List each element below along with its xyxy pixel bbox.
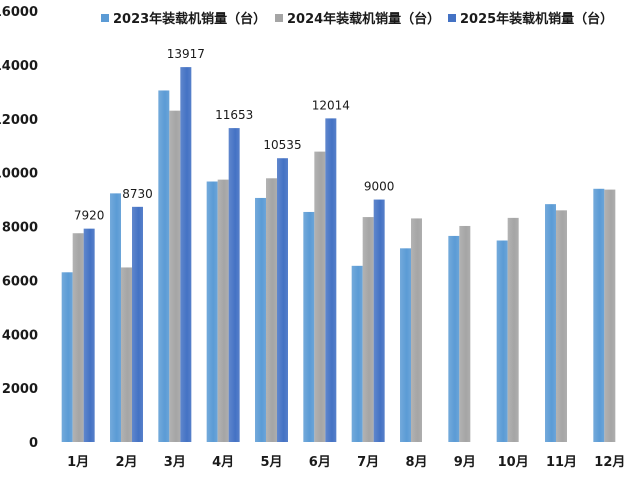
- bar-2025年装载机销量（台）-7月: [373, 199, 385, 442]
- y-tick-label: 4000: [2, 328, 38, 343]
- data-labels: 7920 8730 13917 11653 10535 12014 9000: [74, 47, 395, 223]
- bar-2023年装载机销量（台）-7月: [351, 265, 363, 442]
- bar-2024年装载机销量（台）-4月: [217, 179, 229, 442]
- data-label: 8730: [122, 187, 153, 201]
- x-tick-label: 2月: [115, 455, 137, 470]
- bar-2023年装载机销量（台）-11月: [545, 204, 556, 442]
- data-label: 11653: [215, 108, 253, 122]
- y-tick-label: 6000: [2, 274, 38, 289]
- legend-label: 2025年装载机销量（台）: [460, 11, 613, 27]
- data-label: 12014: [312, 98, 350, 112]
- data-label: 10535: [263, 138, 301, 152]
- y-tick-label: 14000: [0, 59, 38, 74]
- bar-2024年装载机销量（台）-10月: [507, 217, 519, 442]
- legend-label: 2023年装载机销量（台）: [113, 11, 266, 27]
- x-tick-label: 11月: [546, 455, 577, 470]
- bar-2024年装载机销量（台）-12月: [604, 189, 616, 442]
- bar-2023年装载机销量（台）-6月: [303, 211, 315, 442]
- x-tick-label: 6月: [309, 455, 331, 470]
- bar-2025年装载机销量（台）-1月: [83, 228, 95, 442]
- legend-swatch: [448, 14, 456, 22]
- legend-swatch: [275, 14, 283, 22]
- bar-2023年装载机销量（台）-1月: [61, 272, 73, 442]
- bar-2024年装载机销量（台）-8月: [411, 218, 422, 442]
- bar-2025年装载机销量（台）-5月: [277, 158, 288, 442]
- y-tick-label: 0: [29, 436, 38, 451]
- bar-2024年装载机销量（台）-2月: [121, 267, 132, 442]
- x-tick-label: 4月: [212, 455, 234, 470]
- bar-2023年装载机销量（台）-12月: [593, 188, 605, 442]
- bar-2023年装载机销量（台）-5月: [255, 197, 266, 442]
- data-label: 9000: [364, 180, 395, 194]
- y-tick-label: 2000: [2, 382, 38, 397]
- y-tick-label: 10000: [0, 167, 38, 182]
- x-tick-label: 10月: [498, 455, 529, 470]
- x-tick-label: 1月: [67, 455, 89, 470]
- x-tick-label: 9月: [454, 455, 476, 470]
- data-label: 7920: [74, 209, 105, 223]
- bar-2025年装载机销量（台）-2月: [132, 206, 143, 442]
- x-tick-label: 8月: [405, 455, 427, 470]
- x-tick-label: 3月: [164, 455, 186, 470]
- data-label: 13917: [167, 47, 205, 61]
- legend-swatch: [101, 14, 109, 22]
- x-tick-label: 12月: [594, 455, 625, 470]
- legend-label: 2024年装载机销量（台）: [287, 11, 440, 27]
- x-tick-label: 7月: [357, 455, 379, 470]
- bar-2024年装载机销量（台）-6月: [314, 151, 326, 442]
- bar-2024年装载机销量（台）-1月: [72, 233, 84, 442]
- bar-2024年装载机销量（台）-3月: [169, 110, 181, 442]
- bar-2024年装载机销量（台）-11月: [556, 210, 567, 442]
- x-tick-label: 5月: [260, 455, 282, 470]
- bar-2024年装载机销量（台）-5月: [266, 178, 277, 443]
- y-tick-label: 16000: [0, 5, 38, 20]
- bar-2023年装载机销量（台）-10月: [496, 240, 508, 442]
- y-axis: 0 2000 4000 6000 8000 10000 12000 14000 16000: [0, 5, 38, 451]
- bar-2023年装载机销量（台）-9月: [448, 235, 460, 442]
- y-tick-label: 12000: [0, 113, 38, 128]
- bar-2024年装载机销量（台）-9月: [459, 225, 471, 442]
- bars: [61, 67, 616, 443]
- bar-2025年装载机销量（台）-4月: [228, 128, 240, 443]
- x-axis: 1月 2月 3月 4月 5月 6月 7月 8月 9月 10月 11月 12月: [67, 455, 625, 470]
- bar-2024年装载机销量（台）-7月: [362, 217, 374, 442]
- bar-2023年装载机销量（台）-8月: [400, 248, 411, 442]
- bar-2025年装载机销量（台）-6月: [325, 118, 337, 443]
- bar-2023年装载机销量（台）-2月: [110, 193, 121, 442]
- legend: 2023年装载机销量（台） 2024年装载机销量（台） 2025年装载机销量（台）: [101, 11, 613, 27]
- y-tick-label: 8000: [2, 221, 38, 236]
- bar-2025年装载机销量（台）-3月: [180, 67, 192, 442]
- bar-2023年装载机销量（台）-4月: [206, 181, 218, 442]
- bar-2023年装载机销量（台）-3月: [158, 90, 170, 442]
